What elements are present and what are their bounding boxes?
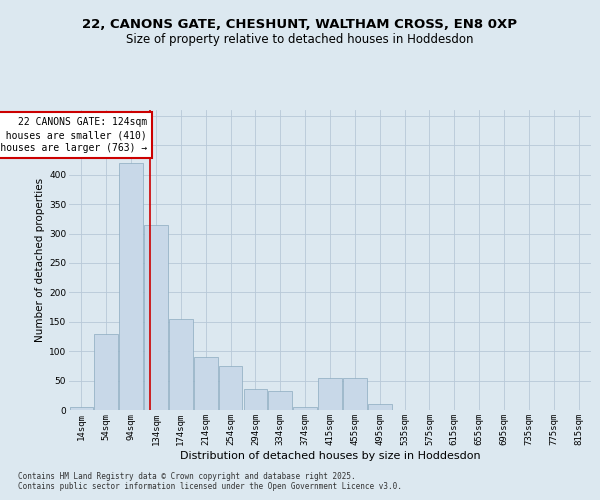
Text: Contains HM Land Registry data © Crown copyright and database right 2025.: Contains HM Land Registry data © Crown c… xyxy=(18,472,356,481)
Bar xyxy=(268,390,292,410)
Text: Size of property relative to detached houses in Hoddesdon: Size of property relative to detached ho… xyxy=(126,32,474,46)
Bar xyxy=(368,404,392,410)
Bar xyxy=(70,407,93,410)
Bar xyxy=(169,319,193,410)
Bar xyxy=(343,378,367,410)
Bar xyxy=(94,334,118,410)
Bar xyxy=(318,378,342,410)
Bar xyxy=(194,357,218,410)
Text: 22, CANONS GATE, CHESHUNT, WALTHAM CROSS, EN8 0XP: 22, CANONS GATE, CHESHUNT, WALTHAM CROSS… xyxy=(83,18,517,30)
X-axis label: Distribution of detached houses by size in Hoddesdon: Distribution of detached houses by size … xyxy=(179,450,481,460)
Bar xyxy=(219,366,242,410)
Bar xyxy=(119,163,143,410)
Text: Contains public sector information licensed under the Open Government Licence v3: Contains public sector information licen… xyxy=(18,482,402,491)
Bar xyxy=(244,390,267,410)
Y-axis label: Number of detached properties: Number of detached properties xyxy=(35,178,45,342)
Bar xyxy=(144,224,168,410)
Text: 22 CANONS GATE: 124sqm
← 35% of detached houses are smaller (410)
64% of semi-de: 22 CANONS GATE: 124sqm ← 35% of detached… xyxy=(0,117,147,154)
Bar xyxy=(293,407,317,410)
